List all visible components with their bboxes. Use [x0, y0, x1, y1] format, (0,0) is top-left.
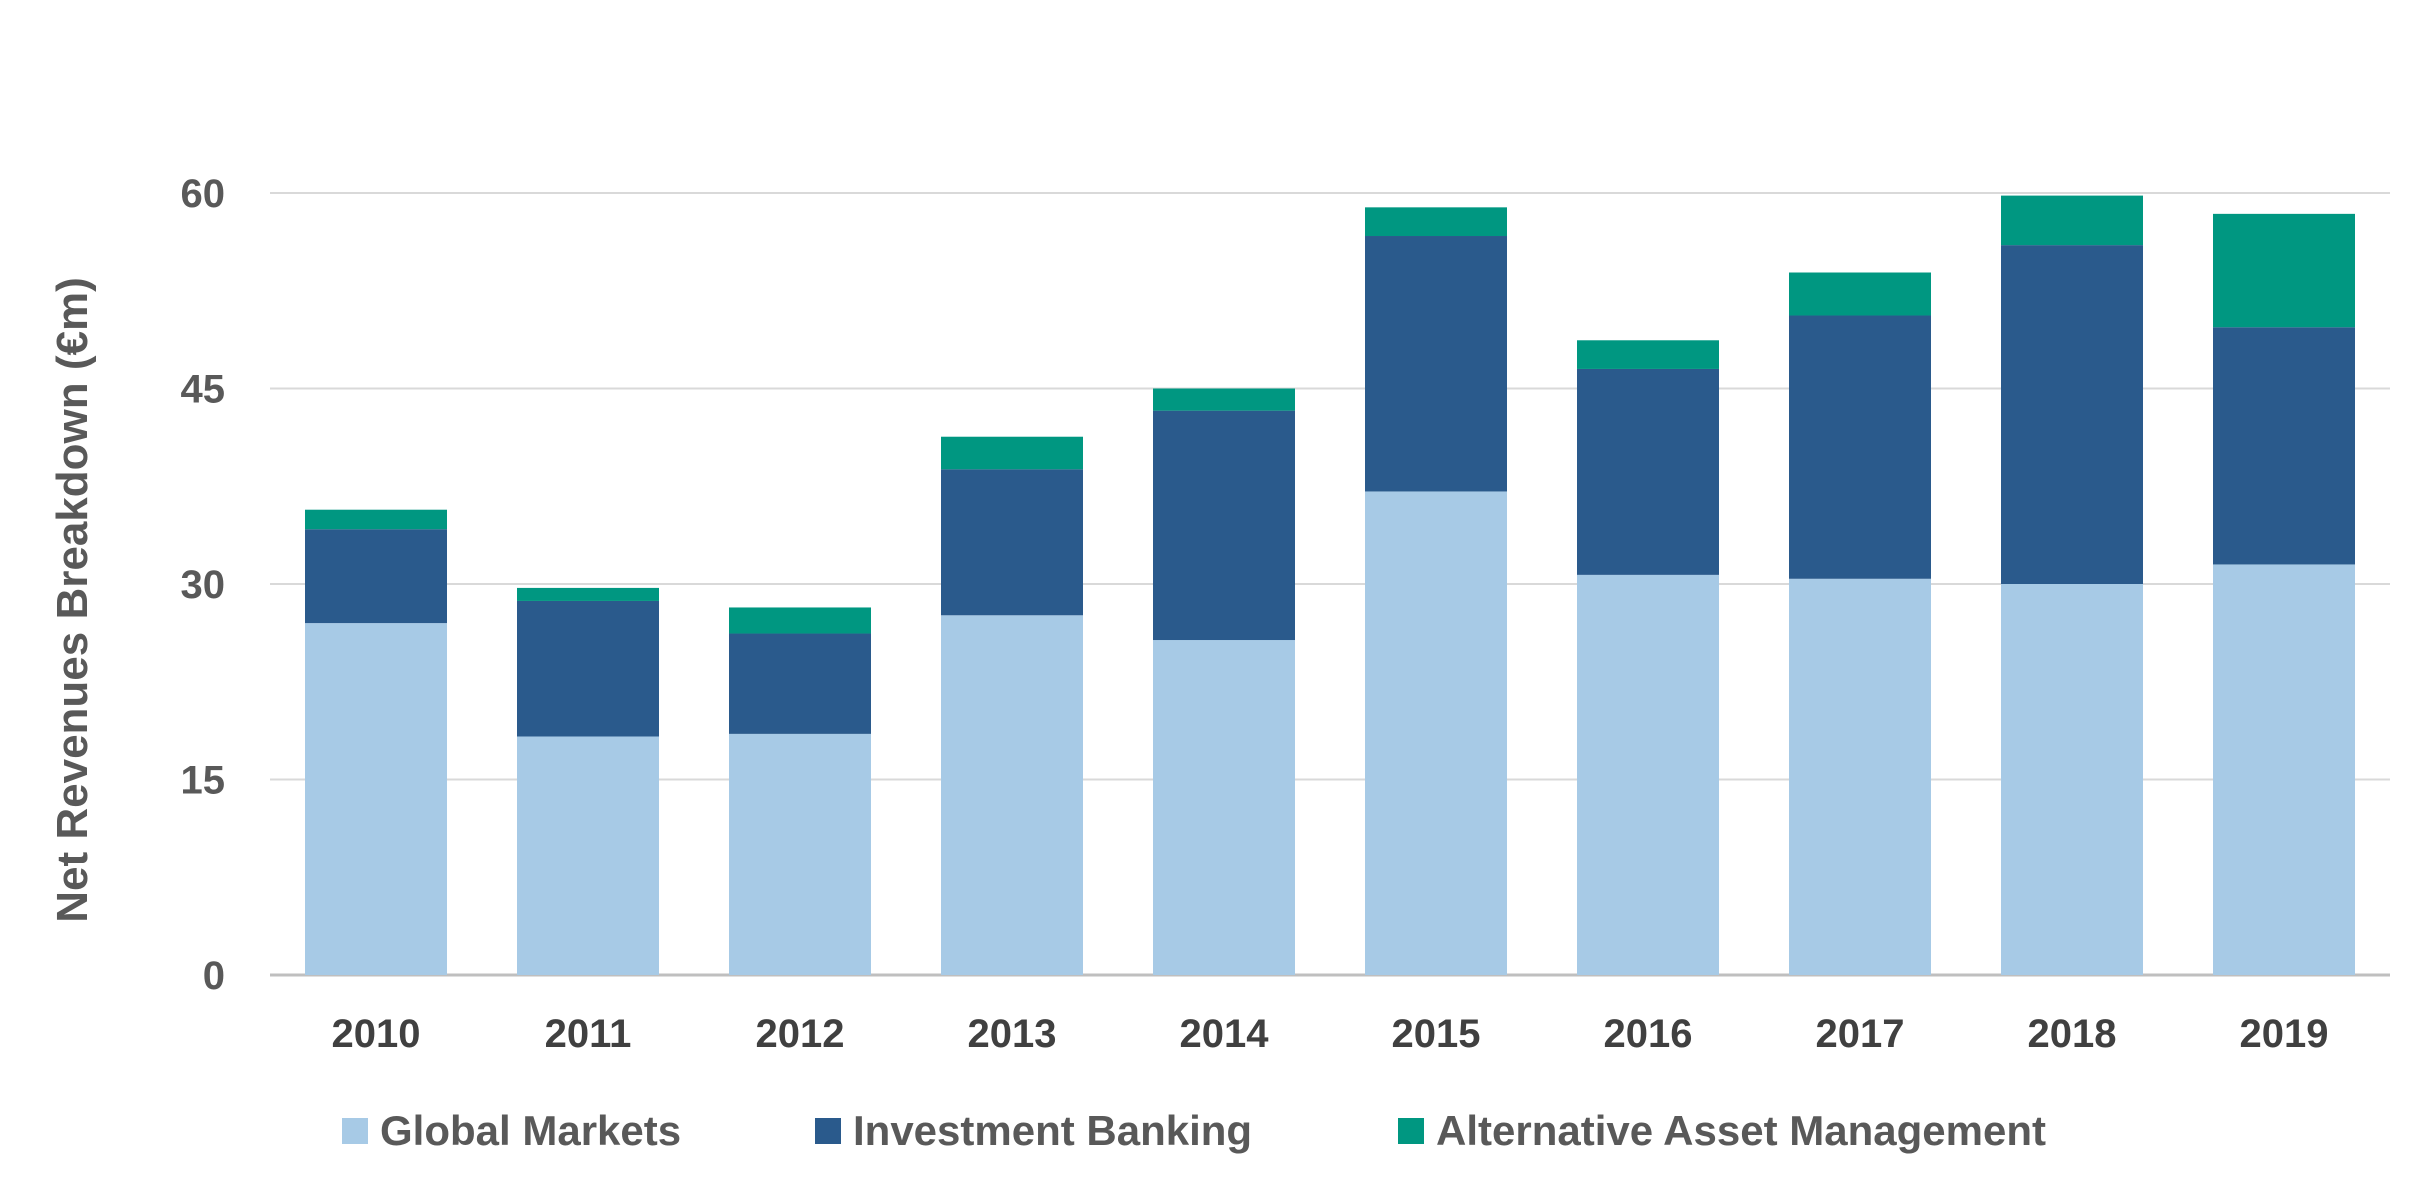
y-axis-ticks: 0 15 30 45 60 — [181, 172, 226, 998]
bars — [305, 195, 2355, 975]
bar-segment — [2001, 584, 2143, 975]
x-tick-label: 2016 — [1604, 1012, 1693, 1056]
bar-segment — [2001, 195, 2143, 246]
x-tick-label: 2012 — [756, 1012, 845, 1056]
legend-label: Alternative Asset Management — [1436, 1107, 2046, 1154]
y-tick-label: 30 — [181, 563, 226, 607]
x-tick-label: 2013 — [968, 1012, 1057, 1056]
legend-label: Global Markets — [380, 1107, 681, 1154]
bar-segment — [1365, 236, 1507, 492]
legend-item: Alternative Asset Management — [1398, 1107, 2046, 1154]
bar-segment — [1577, 340, 1719, 369]
bar-segment — [2213, 564, 2355, 975]
bar-segment — [1365, 491, 1507, 975]
y-axis-title: Net Revenues Breakdown (€m) — [48, 277, 97, 923]
bar-segment — [305, 529, 447, 624]
x-tick-label: 2017 — [1816, 1012, 1905, 1056]
bar-segment — [2213, 327, 2355, 565]
bar-segment — [729, 733, 871, 975]
bar-segment — [941, 469, 1083, 616]
x-tick-label: 2019 — [2240, 1012, 2329, 1056]
bar-segment — [517, 736, 659, 975]
bar-segment — [305, 623, 447, 975]
legend-label: Investment Banking — [853, 1107, 1252, 1154]
bar-segment — [729, 633, 871, 734]
bar-segment — [1577, 368, 1719, 575]
bar-segment — [1153, 640, 1295, 975]
bar-segment — [517, 587, 659, 601]
bar-segment — [2213, 213, 2355, 328]
bar-segment — [1153, 388, 1295, 411]
legend: Global Markets Investment Banking Alternat… — [342, 1107, 2046, 1154]
bar-segment — [305, 509, 447, 530]
y-tick-label: 60 — [181, 172, 226, 216]
bar-segment — [1789, 272, 1931, 316]
bar-segment — [1577, 574, 1719, 975]
bar-segment — [941, 615, 1083, 975]
legend-swatch — [1398, 1118, 1424, 1144]
legend-item: Investment Banking — [815, 1107, 1252, 1154]
legend-item: Global Markets — [342, 1107, 681, 1154]
bar-segment — [1789, 315, 1931, 579]
legend-swatch — [815, 1118, 841, 1144]
x-tick-label: 2015 — [1392, 1012, 1481, 1056]
x-tick-label: 2011 — [545, 1012, 632, 1056]
bar-segment — [729, 607, 871, 634]
x-axis-ticks: 2010 2011 2012 2013 2014 2015 2016 2017 2018 2019 — [332, 1012, 2329, 1056]
bar-segment — [1153, 410, 1295, 641]
bar-segment — [1789, 578, 1931, 975]
bar-segment — [517, 600, 659, 737]
legend-swatch — [342, 1118, 368, 1144]
y-tick-label: 0 — [203, 954, 225, 998]
x-tick-label: 2010 — [332, 1012, 421, 1056]
bar-segment — [2001, 245, 2143, 584]
bar-segment — [941, 436, 1083, 470]
y-tick-label: 15 — [181, 759, 226, 803]
bar-segment — [1365, 207, 1507, 237]
x-tick-label: 2018 — [2028, 1012, 2117, 1056]
y-tick-label: 45 — [181, 368, 226, 412]
x-tick-label: 2014 — [1180, 1012, 1270, 1056]
